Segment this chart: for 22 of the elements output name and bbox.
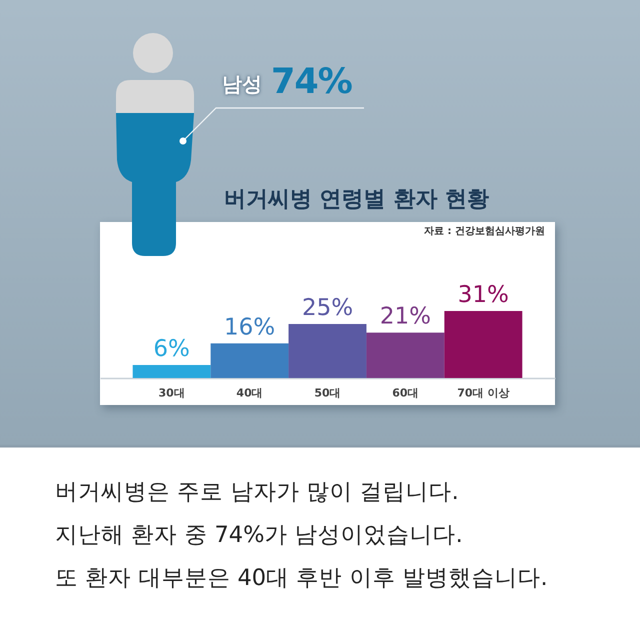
text: 지난해 환자 중 74%가 남성이었습니다. xyxy=(55,522,463,549)
x-tick-label: 50대 xyxy=(314,386,341,400)
text: 자료 : 건강보험심사평가원 xyxy=(424,226,545,238)
x-tick-label: 30대 xyxy=(158,386,185,400)
text: 버거씨병은 주로 남자가 많이 걸립니다. xyxy=(55,479,459,506)
data-label: 25% xyxy=(302,294,354,321)
bar xyxy=(444,311,522,378)
bar xyxy=(210,343,289,378)
bar xyxy=(288,324,366,378)
text: 남성 xyxy=(222,72,262,96)
x-tick-label: 60대 xyxy=(392,386,419,400)
data-label: 16% xyxy=(224,314,276,340)
data-label: 21% xyxy=(380,304,431,330)
chart-title: 버거씨병 연령별 환자 현황 xyxy=(224,187,489,212)
text: 또 환자 대부분은 40대 후반 이후 발병했습니다. xyxy=(55,565,548,592)
bar xyxy=(132,365,211,378)
x-tick-label: 40대 xyxy=(236,386,263,400)
text: 74% xyxy=(271,62,352,102)
data-label: 6% xyxy=(153,336,190,362)
bar xyxy=(366,332,444,378)
x-tick-label: 70대 이상 xyxy=(457,386,510,400)
data-label: 31% xyxy=(458,282,509,308)
